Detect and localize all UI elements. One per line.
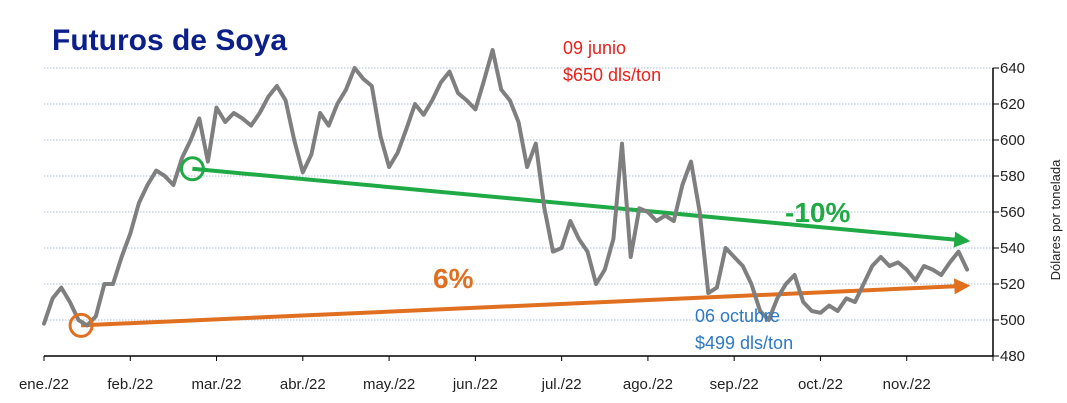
- x-tick-label: ago./22: [623, 376, 673, 393]
- annotation-min-date: 06 octubre: [695, 306, 780, 326]
- start-marker-1: [68, 312, 94, 338]
- series-line-0: [42, 48, 970, 328]
- annotation-max-date: 09 junio: [563, 38, 626, 58]
- y-tick-label: 500: [1000, 312, 1025, 329]
- x-tick-label: mar./22: [192, 376, 242, 393]
- chart-title: Futuros de Soya: [52, 24, 287, 57]
- x-tick-label: oct./22: [798, 376, 843, 393]
- x-tick-label: jul./22: [541, 376, 582, 393]
- markers: [68, 156, 205, 338]
- y-tick-label: 560: [1000, 204, 1025, 221]
- y-tick-label: 600: [1000, 132, 1025, 149]
- x-tick-label: ene./22: [19, 376, 69, 393]
- x-tick-label: feb./22: [107, 376, 153, 393]
- annotation-orange-change: 6%: [433, 263, 474, 294]
- x-tick-label: jun./22: [452, 376, 498, 393]
- y-tick-label: 540: [1000, 240, 1025, 257]
- y-tick-label: 520: [1000, 276, 1025, 293]
- trendline-0: [192, 166, 971, 248]
- annotation-green-change: -10%: [785, 197, 850, 228]
- y-axis-label: Dólares por tonelada: [1048, 159, 1063, 280]
- price-series: [42, 48, 970, 328]
- y-tick-label: 640: [1000, 60, 1025, 77]
- trendlines: [81, 166, 971, 328]
- y-tick-label: 480: [1000, 348, 1025, 365]
- x-tick-labels: ene./22 feb./22 mar./22 abr./22 may./22 jun./…: [19, 376, 931, 393]
- annotation-max-price: $650 dls/ton: [563, 65, 661, 85]
- axis-ticks: [43, 67, 999, 361]
- annotation-min-price: $499 dls/ton: [695, 333, 793, 353]
- y-tick-label: 580: [1000, 168, 1025, 185]
- y-tick-labels: 480 500 520 540 560 580 600 620 640: [1000, 60, 1025, 365]
- x-tick-label: may./22: [363, 376, 415, 393]
- gridlines: [44, 67, 993, 321]
- trendline-1: [81, 278, 971, 328]
- x-tick-label: nov./22: [883, 376, 931, 393]
- x-tick-label: abr./22: [280, 376, 326, 393]
- x-tick-label: sep./22: [710, 376, 759, 393]
- y-tick-label: 620: [1000, 96, 1025, 113]
- start-marker-0: [179, 156, 205, 182]
